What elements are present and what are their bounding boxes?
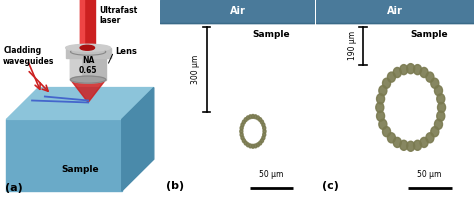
Text: Air: Air (229, 6, 246, 17)
Circle shape (261, 139, 264, 143)
Circle shape (438, 102, 446, 112)
Circle shape (376, 94, 384, 104)
Polygon shape (7, 88, 154, 119)
Bar (80, 0, 94, 48)
Circle shape (246, 116, 249, 120)
Ellipse shape (71, 76, 106, 83)
Circle shape (262, 123, 265, 127)
Text: 50 μm: 50 μm (259, 170, 283, 179)
Circle shape (261, 120, 264, 124)
Circle shape (426, 72, 434, 82)
Text: (c): (c) (322, 181, 339, 191)
Circle shape (240, 126, 243, 130)
Bar (71, 52, 106, 80)
Circle shape (241, 123, 244, 127)
Polygon shape (7, 119, 122, 191)
Ellipse shape (71, 48, 106, 55)
Circle shape (259, 118, 262, 122)
Circle shape (435, 119, 443, 129)
Circle shape (407, 64, 415, 74)
Circle shape (256, 143, 259, 147)
Circle shape (251, 144, 255, 148)
Circle shape (376, 111, 384, 121)
Circle shape (431, 78, 439, 88)
Bar (71, 52, 81, 80)
Polygon shape (122, 88, 154, 191)
Bar (80, 0, 84, 48)
Circle shape (437, 94, 445, 104)
Text: Air: Air (387, 6, 403, 17)
Circle shape (407, 141, 415, 151)
Circle shape (244, 118, 247, 122)
Circle shape (242, 120, 246, 124)
Circle shape (379, 119, 387, 129)
Circle shape (244, 141, 247, 145)
Circle shape (400, 140, 408, 150)
Circle shape (420, 137, 428, 147)
Circle shape (240, 129, 243, 133)
Text: Lens: Lens (115, 47, 137, 56)
Text: Cladding
waveguides: Cladding waveguides (3, 46, 55, 66)
Circle shape (263, 126, 266, 130)
Circle shape (431, 127, 439, 137)
Text: 300 μm: 300 μm (191, 55, 200, 84)
Circle shape (437, 111, 445, 121)
Circle shape (241, 136, 244, 140)
Bar (66, 48, 110, 58)
Circle shape (249, 115, 252, 119)
Polygon shape (71, 80, 106, 102)
Circle shape (249, 144, 252, 148)
Text: (a): (a) (5, 183, 23, 193)
Text: Sample: Sample (411, 30, 448, 39)
Circle shape (387, 72, 395, 82)
Circle shape (393, 67, 401, 78)
Text: Sample: Sample (61, 165, 99, 174)
Text: 190 μm: 190 μm (347, 31, 356, 60)
Text: Sample: Sample (253, 30, 290, 39)
Text: 50 μm: 50 μm (418, 170, 442, 179)
Ellipse shape (66, 44, 110, 51)
Circle shape (246, 143, 249, 147)
Circle shape (263, 129, 266, 133)
Text: (b): (b) (166, 181, 184, 191)
Circle shape (413, 65, 421, 75)
Bar (160, 0, 315, 23)
Circle shape (420, 67, 428, 78)
Circle shape (263, 133, 266, 137)
Circle shape (379, 86, 387, 96)
Circle shape (242, 139, 246, 143)
Circle shape (387, 133, 395, 143)
Circle shape (262, 136, 265, 140)
Text: Ultrafast
laser: Ultrafast laser (100, 6, 137, 25)
Circle shape (259, 141, 262, 145)
Circle shape (240, 133, 243, 137)
Ellipse shape (80, 45, 94, 50)
Circle shape (383, 78, 391, 88)
Circle shape (254, 115, 257, 119)
Circle shape (376, 102, 384, 112)
Circle shape (383, 127, 391, 137)
Bar (316, 0, 474, 23)
Circle shape (393, 137, 401, 147)
Circle shape (254, 144, 257, 148)
Circle shape (426, 133, 434, 143)
Circle shape (256, 116, 259, 120)
Circle shape (400, 65, 408, 75)
Circle shape (413, 140, 421, 150)
Circle shape (435, 86, 443, 96)
Circle shape (251, 114, 255, 118)
Text: NA
0.65: NA 0.65 (79, 56, 97, 75)
